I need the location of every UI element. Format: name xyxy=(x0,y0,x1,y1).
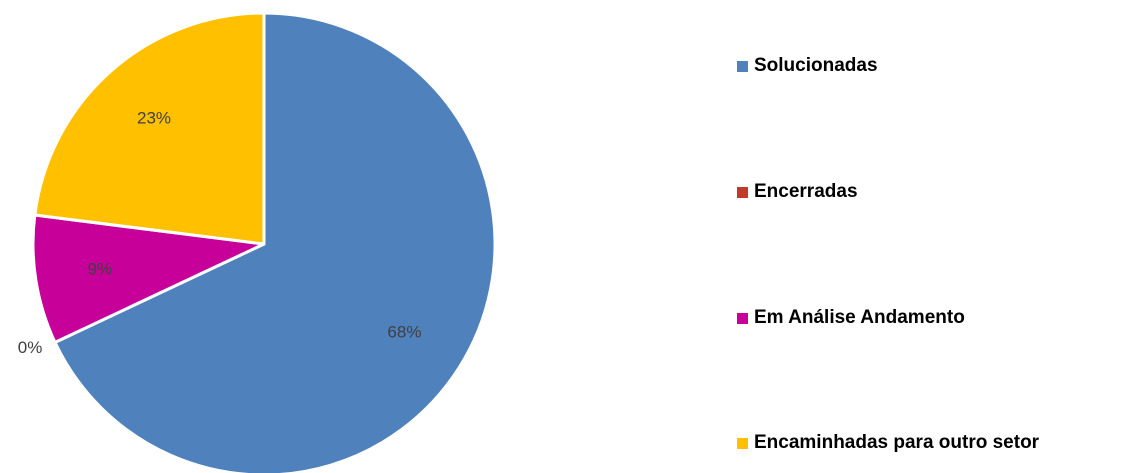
legend-item-solucionadas: Solucionadas xyxy=(737,55,878,77)
legend-label: Em Análise Andamento xyxy=(754,307,965,328)
data-label-encaminhadas-para-outro-setor: 23% xyxy=(137,109,171,128)
legend-swatch xyxy=(737,60,748,72)
legend-item-em-analise-andamento: Em Análise Andamento xyxy=(737,307,965,329)
data-label-em-analise-andamento: 9% xyxy=(87,260,112,279)
pie-data-labels: 68% 0% 9% 23% xyxy=(18,109,422,357)
pie-slices xyxy=(31,11,497,473)
legend-label: Solucionadas xyxy=(754,55,878,76)
legend-label: Encerradas xyxy=(754,181,858,202)
data-label-solucionadas: 68% xyxy=(387,323,421,342)
legend-item-encaminhadas: Encaminhadas para outro setor xyxy=(737,432,1039,454)
pie-slice-encaminhadas-para-outro-setor xyxy=(33,11,266,246)
pie-slice-em-analise-andamento xyxy=(31,213,266,344)
legend-item-encerradas: Encerradas xyxy=(737,181,858,203)
legend-swatch xyxy=(737,312,748,324)
data-label-encerradas: 0% xyxy=(18,338,43,357)
pie-slice-solucionadas xyxy=(53,11,497,473)
legend-swatch xyxy=(737,437,748,449)
legend-swatch xyxy=(737,186,748,198)
legend-label: Encaminhadas para outro setor xyxy=(754,432,1040,453)
